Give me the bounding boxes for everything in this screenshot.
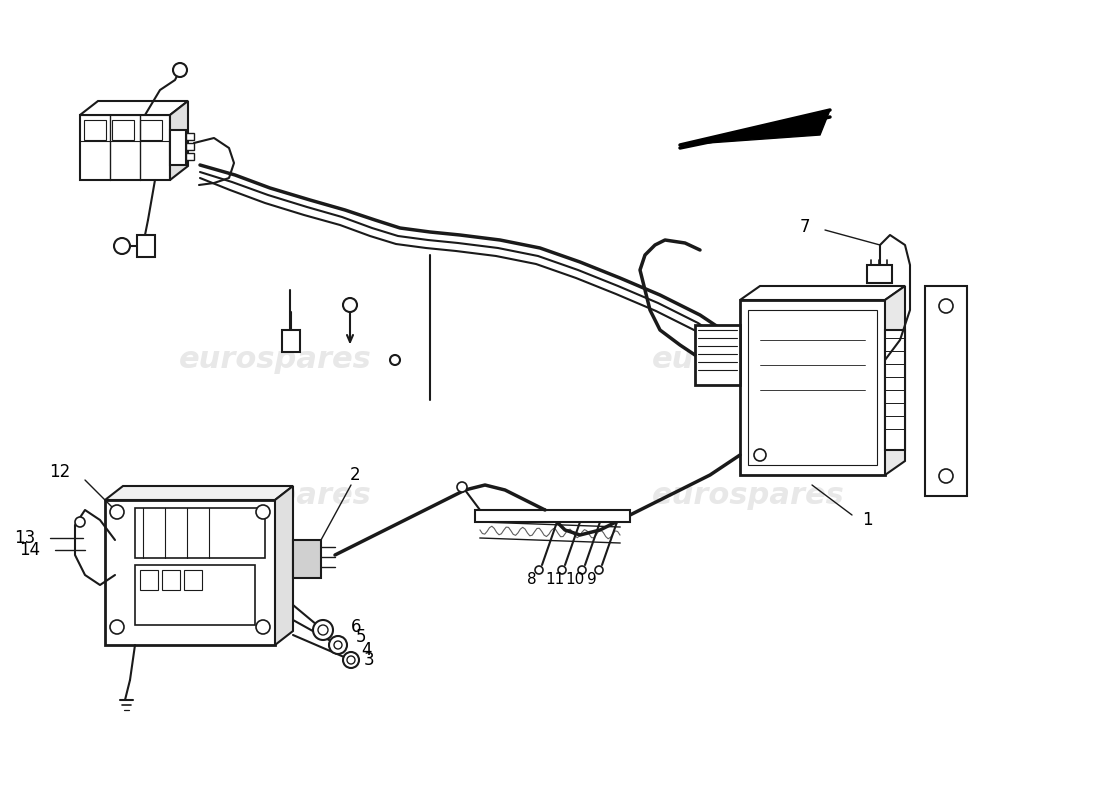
Bar bbox=[184, 570, 202, 590]
Circle shape bbox=[346, 656, 355, 664]
Bar bbox=[162, 570, 180, 590]
Bar bbox=[104, 500, 275, 645]
Bar bbox=[695, 325, 740, 385]
Text: 9: 9 bbox=[587, 573, 597, 587]
Bar bbox=[135, 565, 255, 625]
Bar bbox=[84, 120, 106, 140]
Text: 2: 2 bbox=[350, 466, 361, 484]
Text: 3: 3 bbox=[364, 651, 374, 669]
Circle shape bbox=[256, 620, 270, 634]
Text: 1: 1 bbox=[861, 511, 872, 529]
Bar bbox=[186, 133, 194, 140]
Bar bbox=[140, 120, 162, 140]
Circle shape bbox=[173, 63, 187, 77]
Text: eurospares: eurospares bbox=[178, 482, 372, 510]
Text: 6: 6 bbox=[351, 618, 361, 636]
Bar bbox=[80, 115, 170, 180]
Circle shape bbox=[334, 641, 342, 649]
Text: 8: 8 bbox=[527, 573, 537, 587]
Text: 5: 5 bbox=[355, 628, 366, 646]
Circle shape bbox=[110, 505, 124, 519]
Bar bbox=[282, 330, 300, 352]
Bar bbox=[867, 265, 892, 283]
Circle shape bbox=[535, 566, 543, 574]
Text: 13: 13 bbox=[13, 529, 35, 547]
Polygon shape bbox=[886, 286, 905, 475]
Bar bbox=[925, 286, 967, 496]
Circle shape bbox=[318, 625, 328, 635]
Circle shape bbox=[390, 355, 400, 365]
Text: eurospares: eurospares bbox=[651, 346, 845, 374]
Circle shape bbox=[578, 566, 586, 574]
Bar bbox=[138, 235, 155, 257]
Bar bbox=[140, 570, 158, 590]
Polygon shape bbox=[170, 101, 188, 180]
Circle shape bbox=[939, 469, 953, 483]
Bar bbox=[293, 540, 321, 578]
Bar bbox=[135, 508, 265, 558]
Text: 11: 11 bbox=[546, 573, 564, 587]
Circle shape bbox=[329, 636, 346, 654]
Bar bbox=[170, 130, 186, 165]
Text: eurospares: eurospares bbox=[651, 482, 845, 510]
Circle shape bbox=[754, 449, 766, 461]
Polygon shape bbox=[680, 110, 830, 145]
Text: 10: 10 bbox=[565, 573, 584, 587]
Polygon shape bbox=[80, 101, 188, 115]
Circle shape bbox=[314, 620, 333, 640]
Bar bbox=[186, 143, 194, 150]
Circle shape bbox=[75, 517, 85, 527]
Bar bbox=[740, 300, 886, 475]
Circle shape bbox=[343, 652, 359, 668]
Text: 4: 4 bbox=[361, 641, 372, 659]
Circle shape bbox=[256, 505, 270, 519]
Text: 12: 12 bbox=[48, 463, 70, 481]
Text: eurospares: eurospares bbox=[178, 346, 372, 374]
Text: 7: 7 bbox=[800, 218, 810, 236]
Circle shape bbox=[558, 566, 566, 574]
Bar bbox=[886, 330, 905, 450]
Bar bbox=[112, 120, 134, 140]
Circle shape bbox=[939, 299, 953, 313]
Bar bbox=[186, 153, 194, 160]
Circle shape bbox=[110, 620, 124, 634]
Polygon shape bbox=[275, 486, 293, 645]
Bar bbox=[475, 510, 630, 522]
Bar bbox=[748, 310, 877, 465]
Circle shape bbox=[114, 238, 130, 254]
Circle shape bbox=[343, 298, 358, 312]
Circle shape bbox=[595, 566, 603, 574]
Text: 14: 14 bbox=[19, 541, 40, 559]
Polygon shape bbox=[740, 286, 905, 300]
Polygon shape bbox=[104, 486, 293, 500]
Circle shape bbox=[456, 482, 468, 492]
